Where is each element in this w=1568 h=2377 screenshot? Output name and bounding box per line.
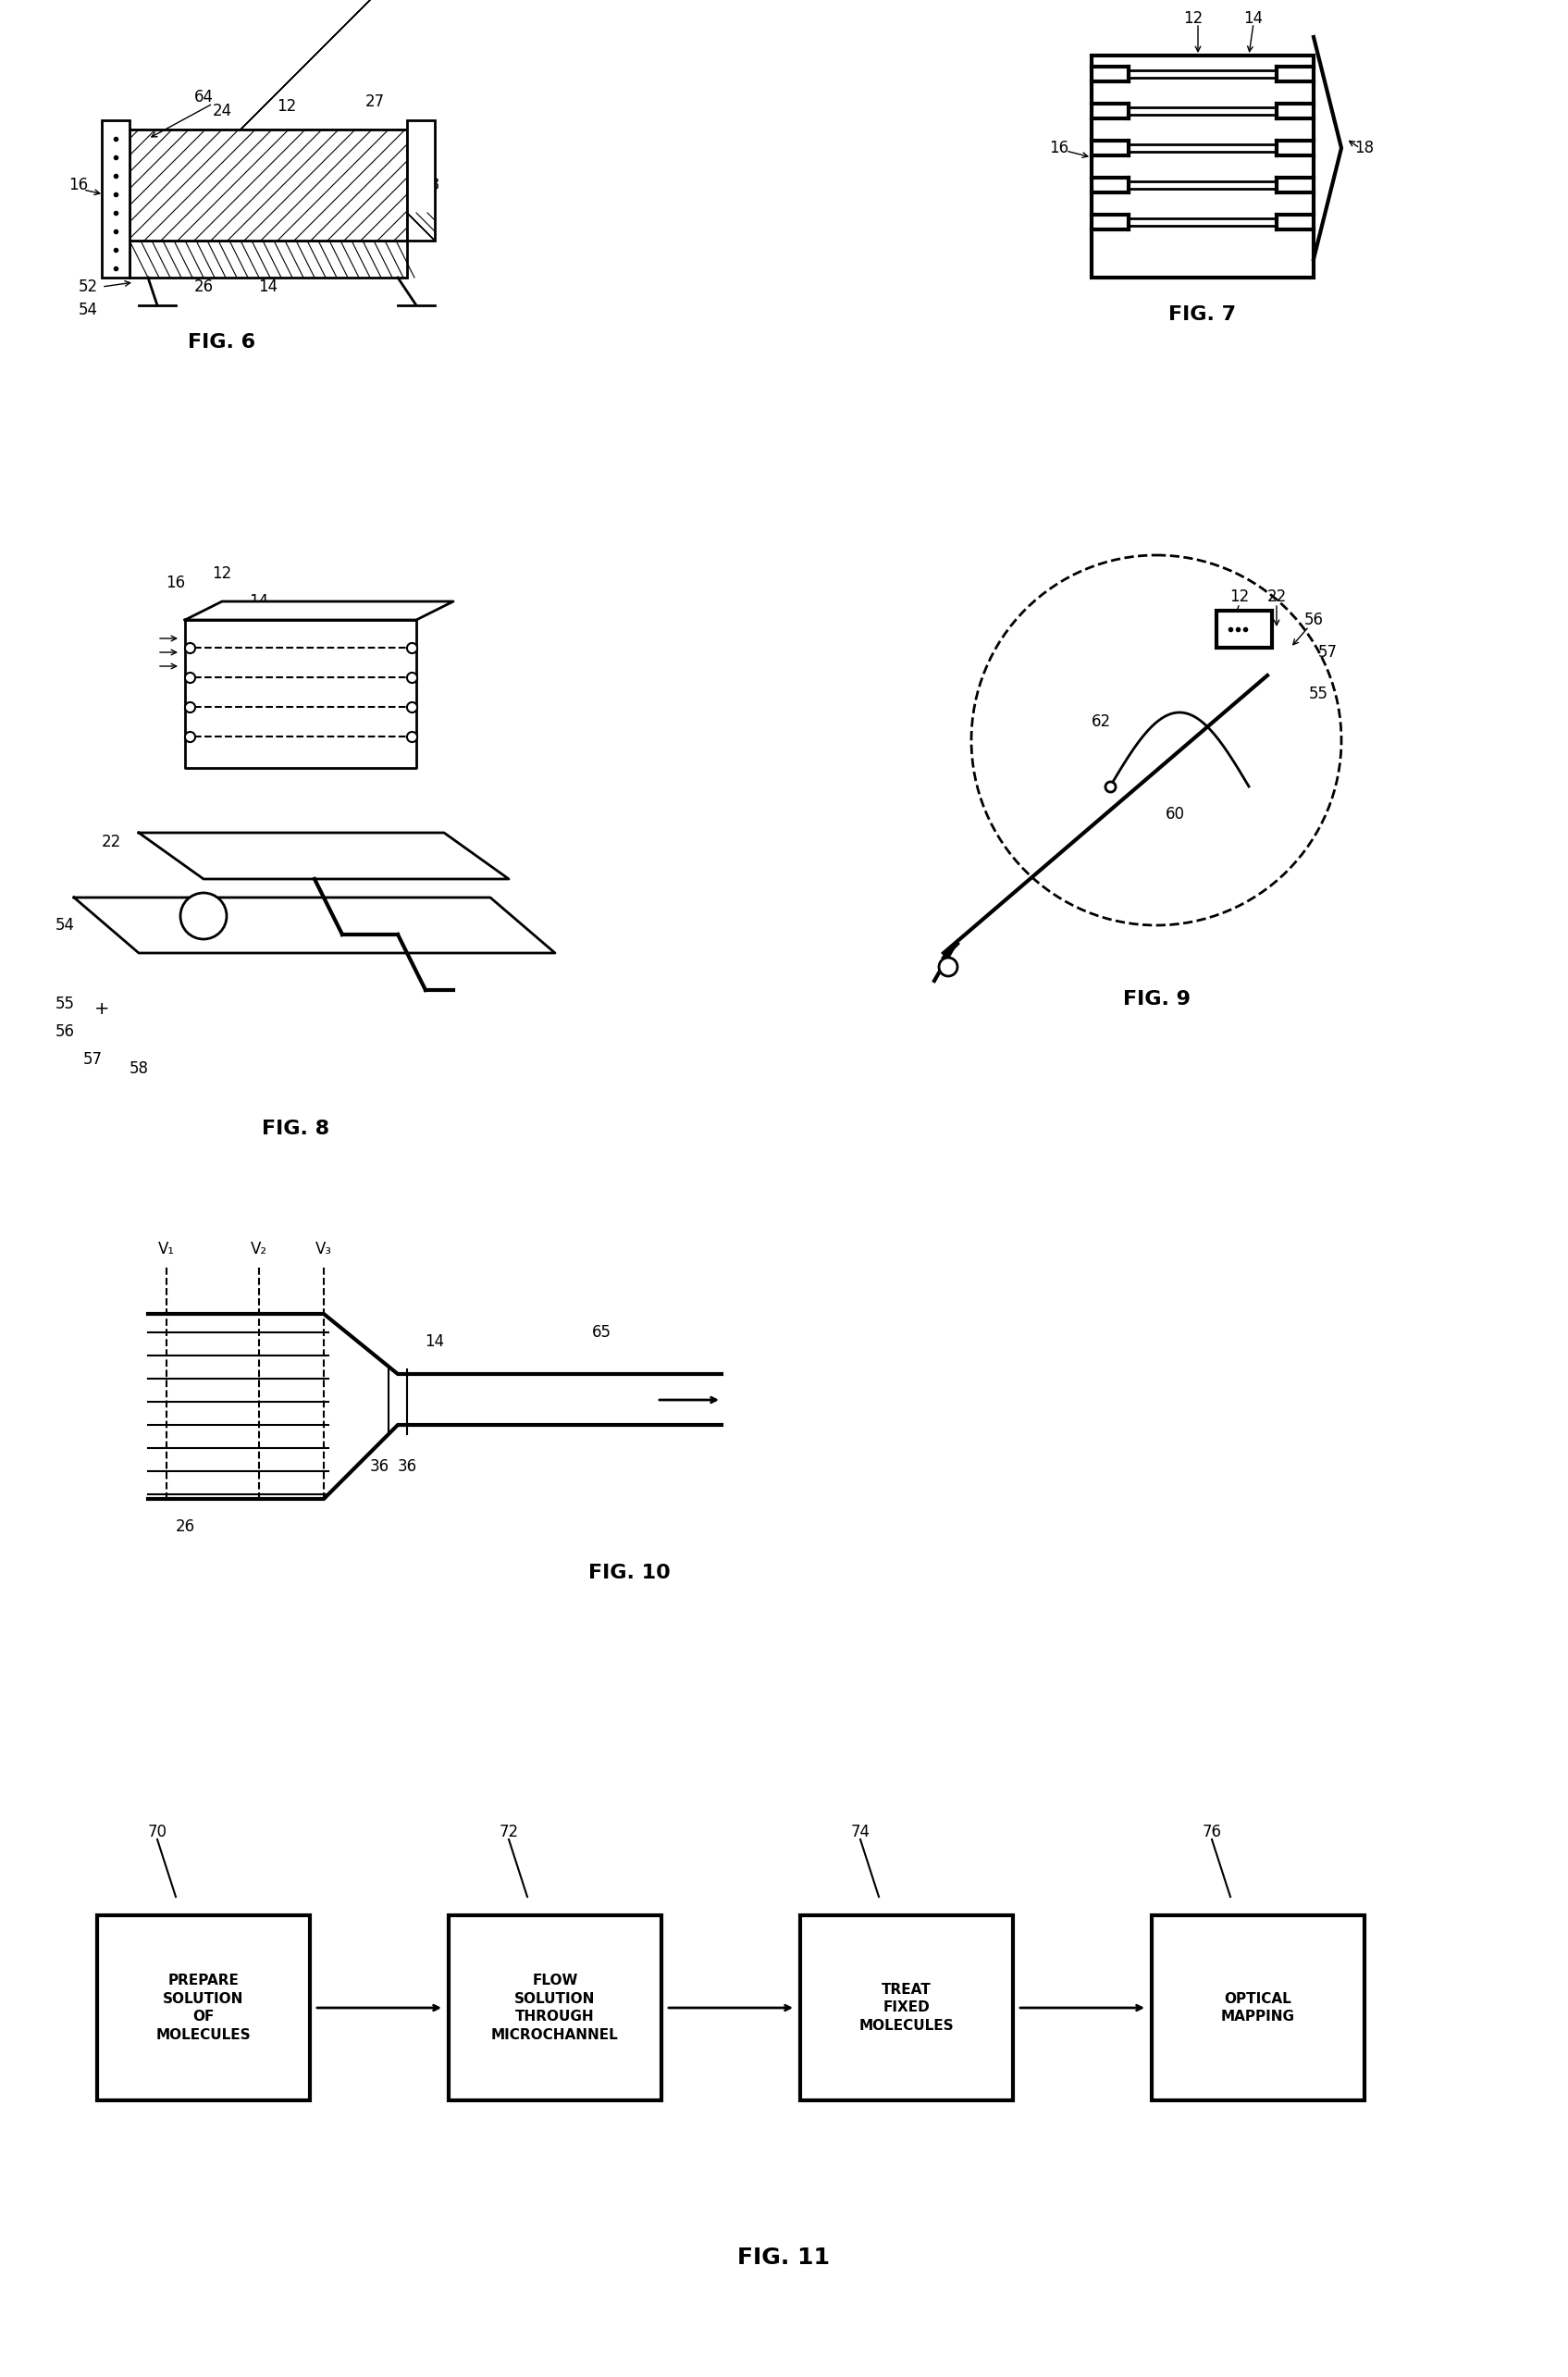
Text: +: + (94, 1001, 110, 1017)
Text: 18: 18 (420, 176, 441, 193)
Text: 14: 14 (425, 1333, 445, 1350)
Text: 16: 16 (1049, 140, 1069, 157)
Text: 14: 14 (1243, 10, 1264, 26)
Bar (102, 121, 130, 278)
Bar (448, 1916, 662, 2101)
Text: 74: 74 (850, 1823, 870, 1840)
Polygon shape (74, 899, 555, 953)
Text: 24: 24 (212, 102, 232, 119)
Bar (130, 128, 408, 240)
Text: 12: 12 (278, 97, 296, 114)
Text: 18: 18 (397, 630, 417, 647)
Text: 72: 72 (499, 1823, 519, 1840)
Text: 64: 64 (194, 88, 213, 105)
Text: TREAT
FIXED
MOLECULES: TREAT FIXED MOLECULES (859, 1982, 953, 2032)
Text: 52: 52 (78, 278, 97, 295)
Polygon shape (185, 601, 453, 620)
Text: 55: 55 (55, 996, 74, 1013)
Polygon shape (138, 832, 508, 879)
Text: 70: 70 (147, 1823, 166, 1840)
Text: 22: 22 (102, 834, 121, 851)
Text: FIG. 10: FIG. 10 (588, 1564, 670, 1583)
Text: FIG. 11: FIG. 11 (737, 2246, 829, 2268)
Text: 12: 12 (1229, 589, 1250, 606)
Text: 22: 22 (1267, 589, 1286, 606)
Text: 60: 60 (1165, 806, 1184, 822)
Polygon shape (185, 620, 416, 768)
Text: 57: 57 (1317, 644, 1338, 661)
Bar (1217, 611, 1272, 647)
Text: 26: 26 (176, 1519, 194, 1536)
Text: FIG. 6: FIG. 6 (188, 333, 256, 352)
Bar (800, 1916, 1013, 2101)
Text: 14: 14 (259, 278, 278, 295)
Text: 76: 76 (1203, 1823, 1221, 1840)
Text: 54: 54 (55, 918, 74, 934)
Text: 16: 16 (69, 176, 88, 193)
Text: 36: 36 (397, 1457, 417, 1474)
Text: 56: 56 (1305, 611, 1323, 628)
Text: FIG. 8: FIG. 8 (262, 1120, 329, 1139)
Text: 57: 57 (83, 1051, 102, 1067)
Circle shape (939, 958, 958, 977)
Text: FLOW
SOLUTION
THROUGH
MICROCHANNEL: FLOW SOLUTION THROUGH MICROCHANNEL (491, 1973, 619, 2042)
Bar (130, 240, 408, 278)
Bar (408, 121, 434, 240)
Text: 54: 54 (78, 302, 97, 319)
Circle shape (180, 894, 227, 939)
Text: 14: 14 (249, 594, 268, 611)
Bar (1091, 55, 1314, 278)
Bar (130, 128, 408, 240)
Text: 55: 55 (1309, 685, 1328, 701)
Text: 56: 56 (55, 1024, 74, 1041)
Text: V₂: V₂ (251, 1241, 268, 1257)
Text: 12: 12 (1184, 10, 1203, 26)
Bar (97, 1916, 310, 2101)
Text: OPTICAL
MAPPING: OPTICAL MAPPING (1221, 1992, 1295, 2023)
Text: 26: 26 (194, 278, 213, 295)
Text: 12: 12 (212, 566, 232, 582)
Text: 58: 58 (129, 1060, 149, 1077)
Text: 62: 62 (1091, 713, 1110, 730)
Text: 65: 65 (591, 1324, 612, 1341)
Text: FIG. 9: FIG. 9 (1123, 991, 1190, 1008)
Text: V₃: V₃ (315, 1241, 332, 1257)
Text: V₁: V₁ (158, 1241, 176, 1257)
Text: 18: 18 (1355, 140, 1374, 157)
Text: 36: 36 (370, 1457, 389, 1474)
Text: FIG. 7: FIG. 7 (1168, 304, 1237, 323)
Text: 27: 27 (365, 93, 384, 109)
Bar (1152, 1916, 1364, 2101)
Text: PREPARE
SOLUTION
OF
MOLECULES: PREPARE SOLUTION OF MOLECULES (157, 1973, 251, 2042)
Text: 16: 16 (166, 575, 185, 592)
